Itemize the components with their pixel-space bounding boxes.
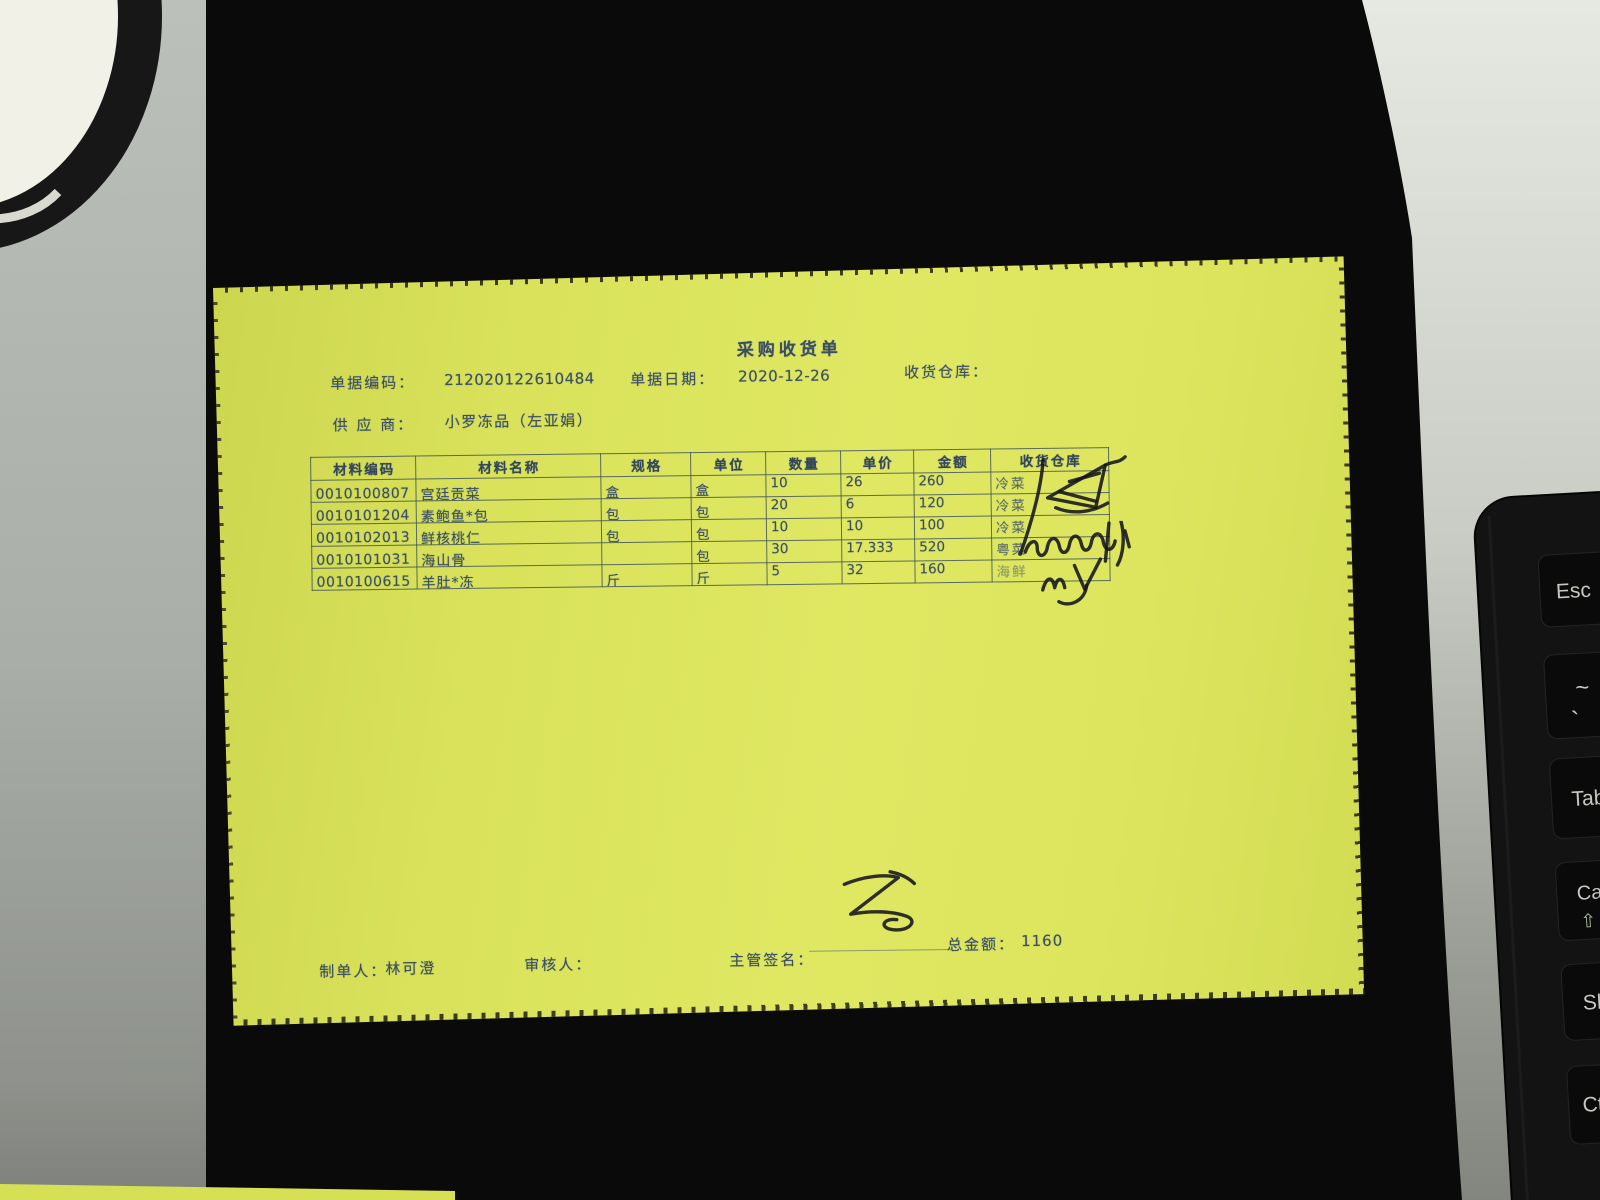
- table-cell: 10: [765, 473, 842, 497]
- doc-no-value: 212020122610484: [444, 369, 595, 390]
- table-cell: 20: [766, 495, 842, 519]
- table-cell: 0010101031: [311, 545, 417, 569]
- table-cell: 0010100615: [311, 567, 418, 591]
- table-cell: 宫廷贡菜: [415, 476, 602, 503]
- keyboard-edge-highlight: [1487, 516, 1539, 1200]
- key-label-tab: Tab: [1571, 786, 1600, 811]
- table-cell: 包: [691, 496, 767, 521]
- table-cell: [601, 541, 692, 565]
- supervisor-label: 主管签名：: [729, 950, 815, 970]
- table-cell: 0010100807: [310, 479, 417, 503]
- key-esc: [1537, 547, 1600, 628]
- white-bowl: [0, 0, 162, 248]
- table-cell: 26: [840, 472, 915, 496]
- table-cell: 120: [914, 494, 992, 517]
- key-tab: [1549, 750, 1600, 840]
- table-header-cell: 材料编码: [310, 456, 416, 481]
- table-cell: 10: [841, 516, 915, 540]
- doc-no-label: 单据编码：: [330, 373, 416, 393]
- initials-scribble: [1041, 557, 1103, 606]
- table-cell: 100: [914, 516, 992, 539]
- key-label-caps: Caps: [1576, 880, 1600, 905]
- key-caps: [1555, 854, 1600, 941]
- total-value: 1160: [1020, 931, 1064, 951]
- doc-date-value: 2020-12-26: [738, 366, 831, 386]
- table-cell: 包: [691, 540, 767, 565]
- caps-lock-arrow-icon: ⇧: [1580, 910, 1597, 933]
- table-cell: 包: [601, 519, 692, 545]
- table-cell: 0010101204: [311, 501, 417, 525]
- reviewer-label: 审核人：: [524, 955, 593, 975]
- table-cell: 10: [766, 517, 842, 541]
- supplier-value: 小罗冻品（左亚娟）: [444, 411, 594, 432]
- table-header-cell: 规格: [600, 452, 691, 477]
- key-ctrl: [1566, 1058, 1600, 1145]
- receipt-paper: 采购收货单 单据编码： 212020122610484 单据日期： 2020-1…: [213, 256, 1365, 1026]
- maker-label: 制单人：: [319, 961, 388, 981]
- table-cell: 0010102013: [311, 523, 417, 547]
- table-header-cell: 材料名称: [415, 453, 601, 480]
- table-cell: 包: [601, 497, 692, 523]
- table-cell: 17.333: [841, 538, 915, 562]
- materials-table: 材料编码 材料名称 规格 单位 数量 单价 金额 收货仓库 0010100807 宫廷贡菜盒盒 10…: [310, 447, 1111, 591]
- table-header-cell: 单价: [840, 449, 914, 474]
- key-label-shift: Shift: [1582, 989, 1600, 1014]
- table-cell: 斤: [691, 562, 768, 587]
- key-label-tilde: ~: [1575, 674, 1591, 702]
- table-cell: 520: [914, 538, 992, 561]
- table-cell: 5: [766, 561, 843, 585]
- table-cell: 包: [691, 518, 767, 543]
- warehouse-label: 收货仓库：: [903, 362, 990, 382]
- supervisor-signature: [842, 870, 917, 932]
- table-cell: 30: [766, 539, 842, 563]
- keyboard: Esc ~ ` Tab Caps ⇧ Shift Ctrl: [1473, 480, 1600, 1200]
- maker-name: 林可澄: [385, 959, 437, 978]
- key-label-esc: Esc: [1555, 579, 1591, 604]
- key-label-ctrl: Ctrl: [1582, 1092, 1600, 1117]
- key-label-backtick: `: [1570, 705, 1580, 735]
- cursive-scribble: [1023, 520, 1131, 567]
- table-cell: 260: [913, 472, 992, 495]
- table-cell: 斤: [601, 563, 693, 589]
- doc-date-label: 单据日期：: [630, 369, 716, 389]
- document-title: 采购收货单: [736, 339, 842, 361]
- yellow-paper-edge: [0, 1184, 455, 1200]
- signature-flourish: [1018, 455, 1127, 556]
- table-cell: 盒: [690, 474, 767, 499]
- table-cell: 160: [914, 560, 993, 583]
- table-header-cell: 单位: [690, 451, 766, 476]
- receipt-content: 采购收货单 单据编码： 212020122610484 单据日期： 2020-1…: [213, 274, 1353, 1026]
- supplier-label: 供 应 商：: [332, 415, 415, 435]
- table-cell: 盒: [600, 475, 692, 501]
- table-header-cell: 金额: [913, 449, 991, 473]
- table-cell: 32: [841, 560, 916, 584]
- table-header-cell: 数量: [765, 450, 841, 475]
- table-cell: 6: [841, 494, 915, 518]
- key-tilde: [1543, 647, 1600, 740]
- total-label: 总金额：: [946, 935, 1016, 955]
